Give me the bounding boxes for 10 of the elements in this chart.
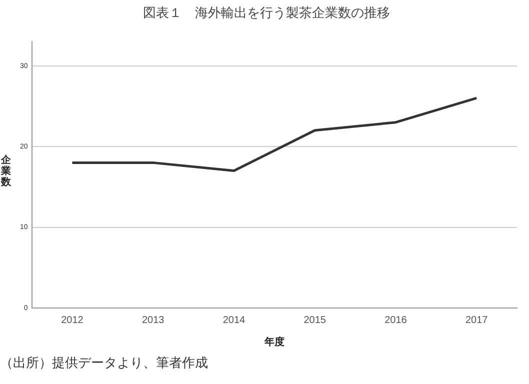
x-axis-title: 年度 — [263, 336, 284, 348]
y-axis-title: 企業数 — [1, 155, 11, 188]
x-tick-label: 2014 — [222, 314, 246, 326]
chart-title: 図表１ 海外輸出を行う製茶企業数の推移 — [143, 6, 390, 22]
x-tick-label: 2017 — [465, 314, 488, 326]
x-tick-label: 2016 — [384, 314, 408, 326]
text: （出所）提供データより、筆者作成 — [0, 355, 208, 372]
x-tick-label: 2012 — [61, 314, 84, 326]
x-tick-label: 2015 — [304, 314, 326, 326]
x-tick-label: 2013 — [142, 314, 165, 326]
